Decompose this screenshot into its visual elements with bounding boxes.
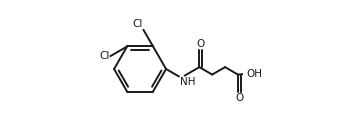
Text: Cl: Cl (132, 19, 143, 29)
Text: OH: OH (247, 69, 263, 79)
Text: O: O (196, 39, 205, 49)
Text: O: O (235, 93, 244, 103)
Text: NH: NH (180, 77, 195, 87)
Text: Cl: Cl (99, 51, 110, 61)
